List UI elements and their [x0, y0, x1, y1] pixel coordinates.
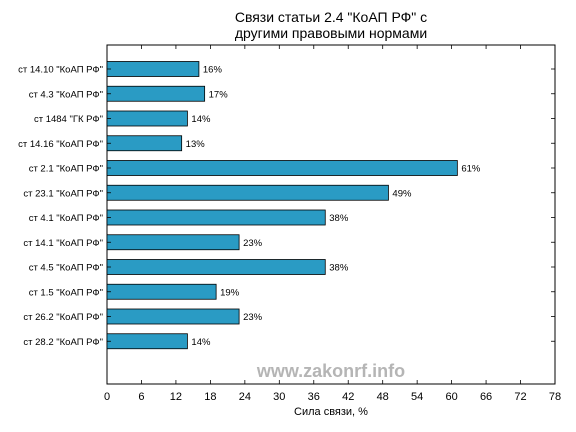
chart-title-line: другими правовыми нормами	[235, 25, 427, 41]
chart-title-line: Связи статьи 2.4 "КоАП РФ" с	[235, 9, 427, 25]
bars-group: 16% 17% 14% 13% 61% 49% 38% 23% 38% 19% 23% 14%	[106, 61, 481, 350]
category-label: ст 1484 "ГК РФ"	[34, 114, 103, 125]
bar-value-label: 19%	[220, 287, 240, 298]
category-labels: ст 14.10 "КоАП РФ" ст 4.3 "КоАП РФ" ст 148…	[18, 65, 555, 348]
category-label: ст 4.5 "КоАП РФ"	[29, 263, 103, 274]
x-tick-label: 54	[411, 391, 423, 403]
x-tick-label: 18	[204, 391, 216, 403]
x-tick-label: 0	[104, 391, 110, 403]
x-tick-label: 78	[549, 391, 561, 403]
bar-value-label: 16%	[203, 65, 223, 76]
bar-value-label: 23%	[243, 312, 263, 323]
bar	[106, 85, 206, 102]
bar	[106, 283, 217, 300]
x-tick-label: 6	[138, 391, 144, 403]
category-label: ст 2.1 "КоАП РФ"	[29, 164, 103, 175]
x-tick-label: 30	[273, 391, 285, 403]
x-tick-label: 24	[239, 391, 251, 403]
bar-value-label: 14%	[191, 337, 211, 348]
x-axis-ticks: 0 6 12 18 24 30 36 42 48 54 60 66 72 78	[104, 45, 561, 403]
bar	[106, 160, 458, 176]
bar	[106, 234, 240, 251]
category-label: ст 23.1 "КоАП РФ"	[23, 188, 103, 199]
category-label: ст 14.10 "КоАП РФ"	[18, 65, 103, 76]
bar-value-label: 38%	[329, 263, 349, 274]
x-tick-label: 48	[377, 391, 389, 403]
x-tick-label: 42	[342, 391, 354, 403]
bar-value-label: 13%	[186, 139, 206, 150]
bar	[106, 209, 326, 226]
bar-value-label: 17%	[209, 89, 229, 100]
bar	[106, 110, 188, 127]
bar	[106, 135, 183, 152]
category-label: ст 14.16 "КоАП РФ"	[18, 139, 103, 150]
x-tick-label: 36	[308, 391, 320, 403]
x-axis-label: Сила связи, %	[294, 406, 368, 418]
bar-value-label: 14%	[191, 114, 211, 125]
bar	[106, 308, 240, 325]
category-label: ст 1.5 "КоАП РФ"	[29, 287, 103, 298]
bar-value-label: 61%	[461, 164, 481, 175]
x-tick-label: 60	[445, 391, 457, 403]
bar	[106, 333, 188, 350]
category-label: ст 28.2 "КоАП РФ"	[23, 337, 103, 348]
bar-value-label: 38%	[329, 213, 349, 224]
category-label: ст 26.2 "КоАП РФ"	[23, 312, 103, 323]
x-tick-label: 12	[170, 391, 182, 403]
x-tick-label: 66	[480, 391, 492, 403]
bar	[106, 184, 389, 201]
category-label: ст 14.1 "КоАП РФ"	[23, 238, 103, 249]
bar	[106, 61, 200, 77]
watermark: www.zakonrf.info	[256, 361, 405, 381]
category-label: ст 4.1 "КоАП РФ"	[29, 213, 103, 224]
bar	[106, 259, 326, 275]
bar-value-label: 23%	[243, 238, 263, 249]
x-tick-label: 72	[514, 391, 526, 403]
bar-value-label: 49%	[392, 188, 412, 199]
category-label: ст 4.3 "КоАП РФ"	[29, 89, 103, 100]
